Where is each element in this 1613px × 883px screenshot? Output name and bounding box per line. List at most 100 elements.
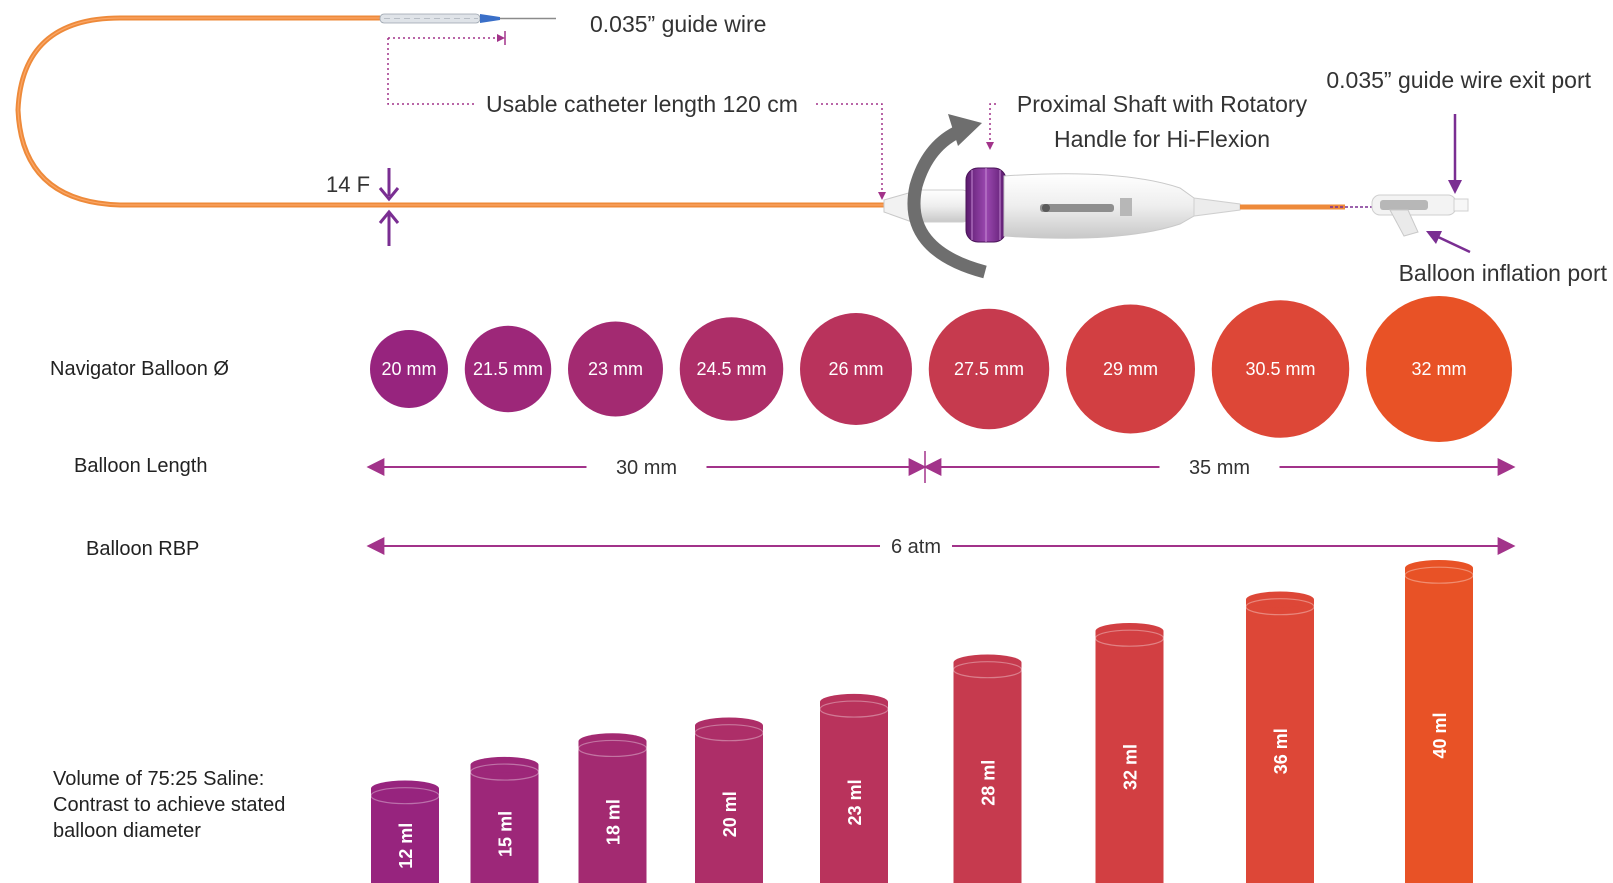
diameter-circle: 32 mm — [1366, 296, 1512, 442]
diameter-circle: 30.5 mm — [1211, 300, 1350, 438]
balloon-length-dimensions: 30 mm 35 mm — [366, 451, 1516, 483]
volume-cylinder: 15 ml — [469, 756, 540, 883]
volume-cylinder-body — [371, 788, 439, 883]
diameter-circle-label: 24.5 mm — [696, 359, 766, 379]
diameter-circle-shape — [679, 317, 784, 421]
diameter-circle: 26 mm — [800, 313, 912, 425]
row-label-volume-line3: balloon diameter — [53, 820, 201, 842]
diameter-circles: 20 mm 21.5 mm 23 mm 24.5 mm 26 mm 27.5 mm 29 m… — [370, 296, 1512, 442]
volume-cylinder-rim — [1094, 629, 1165, 647]
length-dimension-label: 30 mm — [616, 457, 677, 479]
volume-cylinder: 32 ml — [1094, 623, 1165, 883]
diameter-circle-shape — [1066, 304, 1195, 434]
volume-cylinder-label: 12 ml — [396, 823, 416, 869]
volume-cylinder-body — [820, 701, 888, 883]
handle-label-line2: Handle for Hi-Flexion — [1054, 126, 1270, 152]
volume-cylinder-cap — [371, 780, 439, 797]
volume-cylinder-label: 32 ml — [1121, 744, 1141, 790]
row-label-diameter: Navigator Balloon Ø — [50, 358, 229, 380]
inflation-port-label: Balloon inflation port — [1399, 260, 1608, 286]
volume-cylinder-rim — [577, 739, 648, 758]
diameter-circle-shape — [1211, 300, 1350, 438]
catheter-tip — [379, 13, 556, 24]
catheter-illustration: 0.035” guide wire Usable catheter length… — [15, 11, 1608, 286]
diameter-circle: 20 mm — [370, 330, 448, 408]
volume-cylinder-body — [578, 741, 647, 883]
french-size-indicator: 14 F — [326, 168, 400, 246]
balloon-rbp-dimension: 6 atm — [366, 536, 1516, 558]
volume-cylinder-body — [1246, 599, 1314, 883]
volume-cylinder-rim — [819, 700, 889, 718]
diameter-circle-label: 30.5 mm — [1245, 359, 1315, 379]
volume-cylinder: 28 ml — [952, 654, 1023, 883]
handle-label-line1: Proximal Shaft with Rotatory — [1017, 91, 1308, 117]
volume-cylinder-rim — [1245, 598, 1315, 616]
diameter-circle-shape — [370, 330, 448, 408]
volume-cylinder-cap — [820, 693, 888, 710]
rbp-label: 6 atm — [891, 536, 941, 558]
volume-cylinder: 12 ml — [370, 780, 440, 883]
row-label-volume-line2: Contrast to achieve stated — [53, 794, 285, 816]
diameter-circle-shape — [928, 308, 1050, 430]
diameter-circle-label: 21.5 mm — [473, 359, 543, 379]
row-label-volume-line1: Volume of 75:25 Saline: — [53, 768, 264, 790]
hub-ports — [1371, 194, 1469, 237]
volume-cylinder-rim — [1404, 566, 1474, 584]
row-label-rbp: Balloon RBP — [86, 538, 199, 560]
volume-cylinder-cap — [470, 756, 539, 773]
diameter-circle-label: 23 mm — [588, 359, 643, 379]
volume-cylinder-rim — [370, 787, 440, 805]
volume-cylinder-body — [470, 764, 539, 883]
volume-cylinder: 18 ml — [577, 733, 648, 883]
diameter-circle: 27.5 mm — [928, 308, 1050, 430]
volume-cylinder-rim — [952, 661, 1023, 679]
volume-cylinder-cap — [1095, 623, 1164, 639]
volume-cylinder-cap — [953, 654, 1022, 671]
length-dimension: 35 mm — [923, 457, 1516, 479]
diameter-circle-label: 26 mm — [828, 359, 883, 379]
french-size-label: 14 F — [326, 172, 370, 197]
diameter-circle-label: 20 mm — [381, 359, 436, 379]
diameter-circle-label: 29 mm — [1103, 359, 1158, 379]
length-dimension: 30 mm — [366, 457, 927, 479]
volume-cylinder-label: 23 ml — [845, 779, 865, 825]
volume-cylinder-cap — [695, 717, 763, 734]
diameter-circle-label: 32 mm — [1411, 359, 1466, 379]
diameter-circle: 24.5 mm — [679, 317, 784, 421]
diameter-circle-shape — [464, 325, 552, 413]
rotatory-handle — [883, 167, 1372, 243]
volume-cylinder-body — [1405, 568, 1473, 883]
volume-cylinder-rim — [694, 724, 764, 742]
volume-cylinder: 20 ml — [694, 717, 764, 883]
usable-length-label: Usable catheter length 120 cm — [486, 91, 798, 117]
volume-cylinder-label: 18 ml — [604, 799, 624, 845]
volume-cylinder-body — [695, 725, 763, 883]
volume-cylinders: 12 ml 15 ml 18 ml 20 ml 23 ml 28 ml 32 ml 36 ml… — [370, 560, 1474, 883]
guide-wire-label: 0.035” guide wire — [590, 11, 766, 37]
volume-cylinder: 40 ml — [1404, 560, 1474, 883]
diameter-circle: 29 mm — [1066, 304, 1195, 434]
volume-cylinder-cap — [1405, 560, 1473, 576]
volume-cylinder-label: 15 ml — [496, 811, 516, 857]
diameter-circle: 23 mm — [568, 321, 663, 417]
length-dimension-label: 35 mm — [1189, 457, 1250, 479]
exit-port-label: 0.035” guide wire exit port — [1326, 67, 1591, 93]
volume-cylinder: 36 ml — [1245, 591, 1315, 883]
volume-cylinder-cap — [1246, 591, 1314, 608]
volume-cylinder-label: 28 ml — [979, 760, 999, 806]
diameter-circle-shape — [1366, 296, 1512, 442]
diameter-circle-shape — [568, 321, 663, 417]
volume-cylinder-label: 20 ml — [720, 791, 740, 837]
diameter-circle-shape — [800, 313, 912, 425]
row-label-length: Balloon Length — [74, 455, 207, 477]
rotate-arrow-icon — [907, 114, 987, 279]
volume-cylinder-body — [953, 662, 1022, 883]
volume-cylinder-label: 36 ml — [1271, 728, 1291, 774]
diameter-circle-label: 27.5 mm — [954, 359, 1024, 379]
volume-cylinder-cap — [578, 733, 647, 750]
volume-cylinder-body — [1095, 631, 1164, 883]
volume-cylinder-label: 40 ml — [1430, 712, 1450, 758]
diameter-circle: 21.5 mm — [464, 325, 552, 413]
volume-cylinder: 23 ml — [819, 693, 889, 883]
